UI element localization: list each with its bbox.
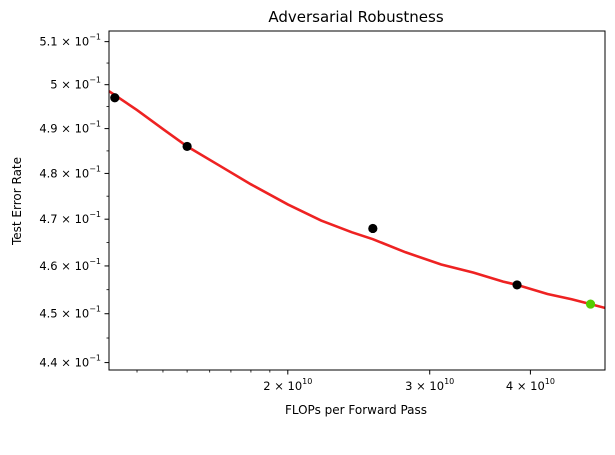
data-point [110,93,120,103]
y-tick-label: 4.5 × 10−1 [39,305,101,321]
y-axis-ticks: 4.4 × 10−1 4.5 × 10−1 4.6 × 10−1 4.7 × 10−1… [39,33,109,370]
y-tick-label: 4.8 × 10−1 [39,164,101,180]
x-axis-label: FLOPs per Forward Pass [285,403,427,417]
y-tick-label: 4.6 × 10−1 [39,257,101,273]
data-point [182,141,192,152]
y-tick-label: 4.7 × 10−1 [39,210,101,226]
y-tick-label: 4.9 × 10−1 [39,120,101,136]
chart-title: Adversarial Robustness [268,8,443,26]
y-axis-label: Test Error Rate [10,157,24,246]
x-tick-label: 4 × 1010 [506,377,555,393]
data-point [368,223,378,234]
y-tick-label: 5 × 10−1 [50,76,101,92]
data-point [585,299,596,309]
x-axis-ticks: 2 × 1010 3 × 1010 4 × 1010 [136,370,555,393]
y-tick-label: 5.1 × 10−1 [39,33,101,49]
plot-area [108,30,606,371]
fit-curve-line [109,90,605,310]
axes-frame [108,30,606,371]
x-tick-label: 2 × 1010 [263,377,312,393]
data-point [512,280,522,290]
y-tick-label: 4.4 × 10−1 [39,354,101,370]
x-tick-label: 3 × 1010 [405,377,454,393]
